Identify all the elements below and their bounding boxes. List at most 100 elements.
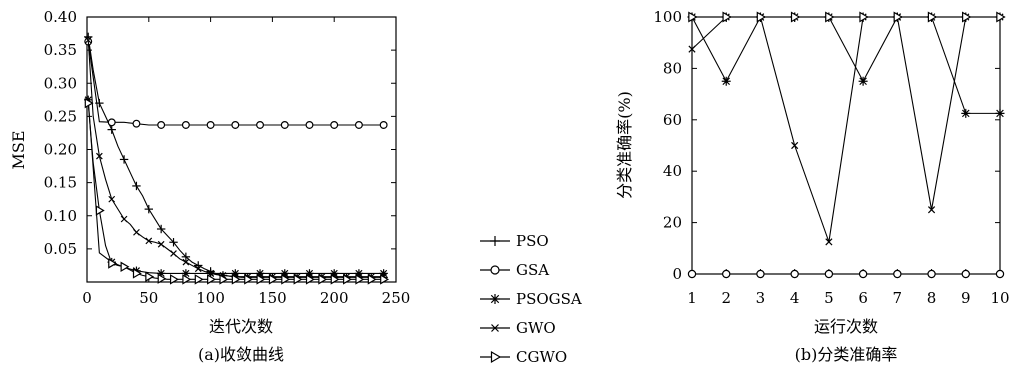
caption-a: (a)收敛曲线 xyxy=(198,345,284,364)
point-gsa xyxy=(256,121,265,129)
x-axis-label-a: 迭代次数 xyxy=(209,317,273,336)
point-gwo xyxy=(120,215,128,223)
point-cgwo xyxy=(84,97,94,109)
point-gsa xyxy=(893,269,902,279)
point-pso xyxy=(169,238,178,247)
y-tick-label: 100 xyxy=(653,8,682,26)
point-gsa xyxy=(206,121,215,129)
point-pso xyxy=(119,155,129,164)
point-gwo xyxy=(927,206,936,214)
point-cgwo xyxy=(380,274,390,285)
point-cgwo xyxy=(95,205,105,216)
x-tick-label: 4 xyxy=(790,289,800,307)
point-gwo xyxy=(688,45,696,53)
point-cgwo xyxy=(893,11,904,23)
point-gsa xyxy=(379,121,388,129)
point-gsa xyxy=(995,269,1005,279)
point-gsa xyxy=(354,121,363,129)
point-cgwo xyxy=(996,11,1006,23)
series-line-gsa xyxy=(87,41,384,126)
point-gsa xyxy=(961,269,970,279)
x-tick-label: 3 xyxy=(756,289,766,307)
legend-label: CGWO xyxy=(516,348,567,366)
series-b xyxy=(687,11,1006,279)
point-cgwo xyxy=(244,274,254,285)
point-gsa xyxy=(231,121,240,129)
y-tick-label: 0.40 xyxy=(44,8,77,26)
x-tick-label: 150 xyxy=(258,289,287,307)
point-gwo xyxy=(791,141,799,150)
legend-marker-pso xyxy=(490,236,500,246)
x-tick-label: 100 xyxy=(196,289,225,307)
x-tick-label: 250 xyxy=(382,289,411,307)
point-pso xyxy=(144,204,153,214)
point-cgwo xyxy=(859,11,869,23)
x-tick-label: 6 xyxy=(858,289,868,307)
x-tick-label: 10 xyxy=(990,289,1009,307)
legend-item-pso: PSO xyxy=(480,232,549,250)
point-cgwo xyxy=(182,274,192,285)
series-line-cgwo xyxy=(87,103,384,280)
series-a xyxy=(84,32,390,285)
point-cgwo xyxy=(145,271,155,282)
legend-item-psogsa: PSOGSA xyxy=(480,290,582,308)
point-gsa xyxy=(722,269,731,279)
point-gwo xyxy=(170,250,177,257)
x-tick-label: 1 xyxy=(687,289,697,307)
caption-b: (b)分类准确率 xyxy=(795,345,898,364)
point-gsa xyxy=(305,121,314,129)
legend-marker-psogsa xyxy=(490,294,500,304)
point-gwo xyxy=(194,265,202,273)
y-tick-label: 40 xyxy=(663,162,682,180)
point-gsa xyxy=(927,269,936,279)
point-cgwo xyxy=(132,268,142,279)
point-cgwo xyxy=(268,274,278,285)
point-psogsa xyxy=(858,76,868,86)
point-gwo xyxy=(133,228,140,236)
series-line-gwo xyxy=(691,16,1000,243)
legend-marker-gwo xyxy=(491,324,499,332)
point-cgwo xyxy=(207,274,216,285)
x-tick-label: 2 xyxy=(721,289,731,307)
point-gsa xyxy=(790,269,799,279)
point-gsa xyxy=(824,269,834,279)
point-gwo xyxy=(825,238,833,246)
point-cgwo xyxy=(157,273,167,284)
point-cgwo xyxy=(305,274,315,285)
y-tick-label: 0.20 xyxy=(44,141,77,159)
point-gsa xyxy=(132,119,141,128)
point-cgwo xyxy=(318,274,328,285)
point-cgwo xyxy=(927,11,938,23)
point-gsa xyxy=(687,269,697,279)
legend-item-gwo: GWO xyxy=(480,319,556,337)
point-cgwo xyxy=(756,11,767,23)
point-psogsa xyxy=(995,108,1005,118)
x-tick-label: 9 xyxy=(961,289,971,307)
point-pso xyxy=(156,224,166,234)
legend-label: GSA xyxy=(516,261,549,279)
x-tick-label: 50 xyxy=(139,289,158,307)
x-tick-label: 0 xyxy=(82,289,92,307)
point-cgwo xyxy=(790,11,801,23)
legend-item-cgwo: CGWO xyxy=(480,348,567,366)
series-line-pso xyxy=(87,36,384,278)
series-line-gwo xyxy=(87,40,384,278)
legend-label: PSO xyxy=(516,232,549,250)
point-gsa xyxy=(181,121,190,129)
point-cgwo xyxy=(962,11,972,23)
point-cgwo xyxy=(219,274,229,285)
point-gsa xyxy=(107,118,116,127)
x-tick-label: 8 xyxy=(927,289,937,307)
point-gsa xyxy=(157,121,166,129)
point-psogsa xyxy=(721,76,731,86)
x-tick-label: 7 xyxy=(893,289,903,307)
point-cgwo xyxy=(355,274,365,285)
point-cgwo xyxy=(231,274,241,285)
legend-label: GWO xyxy=(516,319,556,337)
legend-marker-gsa xyxy=(490,265,500,275)
point-cgwo xyxy=(108,258,118,269)
